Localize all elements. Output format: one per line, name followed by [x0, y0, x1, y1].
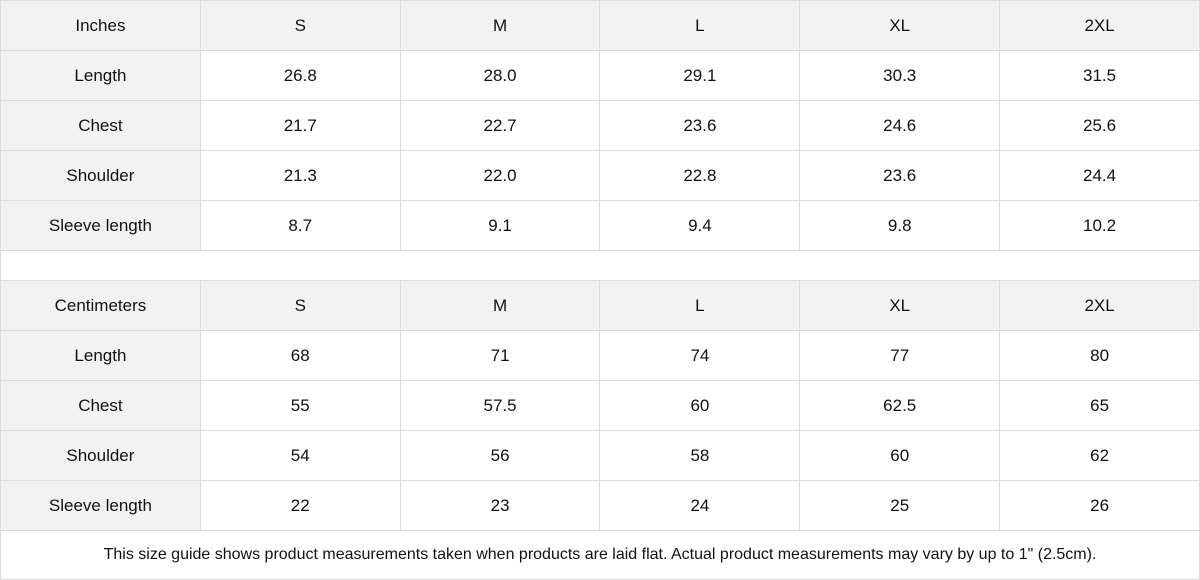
table-row: Shoulder 54 56 58 60 62 — [0, 430, 1200, 481]
measurement-value: 22.0 — [399, 150, 601, 201]
measurement-value: 10.2 — [999, 200, 1200, 251]
measurement-label: Shoulder — [0, 430, 201, 481]
measurement-label: Shoulder — [0, 150, 201, 201]
measurement-value: 71 — [399, 330, 601, 381]
table-row: Chest 55 57.5 60 62.5 65 — [0, 380, 1200, 431]
measurement-value: 23.6 — [799, 150, 1001, 201]
size-header: XL — [799, 280, 1001, 331]
measurement-value: 58 — [599, 430, 801, 481]
table-row: Length 26.8 28.0 29.1 30.3 31.5 — [0, 50, 1200, 101]
measurement-value: 77 — [799, 330, 1001, 381]
measurement-value: 21.7 — [199, 100, 401, 151]
measurement-value: 60 — [799, 430, 1001, 481]
table-row: Sleeve length 8.7 9.1 9.4 9.8 10.2 — [0, 200, 1200, 251]
measurement-value: 60 — [599, 380, 801, 431]
measurement-value: 9.8 — [799, 200, 1001, 251]
unit-label: Centimeters — [0, 280, 201, 331]
measurement-label: Sleeve length — [0, 480, 201, 531]
measurement-label: Chest — [0, 380, 201, 431]
size-header: S — [199, 0, 401, 51]
measurement-value: 56 — [399, 430, 601, 481]
measurement-value: 68 — [199, 330, 401, 381]
measurement-value: 22.7 — [399, 100, 601, 151]
measurement-value: 62 — [999, 430, 1200, 481]
measurement-value: 25 — [799, 480, 1001, 531]
size-header: L — [599, 0, 801, 51]
measurement-value: 22 — [199, 480, 401, 531]
measurement-value: 24 — [599, 480, 801, 531]
measurement-value: 23 — [399, 480, 601, 531]
measurement-label: Length — [0, 50, 201, 101]
measurement-value: 25.6 — [999, 100, 1200, 151]
measurement-value: 54 — [199, 430, 401, 481]
spacer-cell — [0, 250, 1200, 281]
measurement-value: 24.4 — [999, 150, 1200, 201]
size-header: 2XL — [999, 280, 1200, 331]
measurement-value: 26 — [999, 480, 1200, 531]
unit-label: Inches — [0, 0, 201, 51]
size-header: 2XL — [999, 0, 1200, 51]
size-header: XL — [799, 0, 1001, 51]
size-header: M — [399, 280, 601, 331]
measurement-value: 9.4 — [599, 200, 801, 251]
measurement-value: 22.8 — [599, 150, 801, 201]
measurement-value: 26.8 — [199, 50, 401, 101]
measurement-value: 62.5 — [799, 380, 1001, 431]
section-spacer — [0, 250, 1200, 281]
measurement-value: 29.1 — [599, 50, 801, 101]
size-header: M — [399, 0, 601, 51]
table-row: Shoulder 21.3 22.0 22.8 23.6 24.4 — [0, 150, 1200, 201]
measurement-value: 8.7 — [199, 200, 401, 251]
measurement-value: 57.5 — [399, 380, 601, 431]
table-row: Chest 21.7 22.7 23.6 24.6 25.6 — [0, 100, 1200, 151]
measurement-value: 9.1 — [399, 200, 601, 251]
measurement-value: 80 — [999, 330, 1200, 381]
measurement-value: 28.0 — [399, 50, 601, 101]
size-header: S — [199, 280, 401, 331]
inches-header-row: Inches S M L XL 2XL — [0, 0, 1200, 51]
measurement-value: 65 — [999, 380, 1200, 431]
footnote: This size guide shows product measuremen… — [0, 530, 1200, 580]
measurement-value: 31.5 — [999, 50, 1200, 101]
measurement-value: 30.3 — [799, 50, 1001, 101]
table-row: Length 68 71 74 77 80 — [0, 330, 1200, 381]
footnote-row: This size guide shows product measuremen… — [0, 530, 1200, 580]
centimeters-header-row: Centimeters S M L XL 2XL — [0, 280, 1200, 331]
size-header: L — [599, 280, 801, 331]
measurement-value: 55 — [199, 380, 401, 431]
measurement-label: Sleeve length — [0, 200, 201, 251]
measurement-value: 24.6 — [799, 100, 1001, 151]
measurement-value: 74 — [599, 330, 801, 381]
measurement-value: 23.6 — [599, 100, 801, 151]
measurement-label: Length — [0, 330, 201, 381]
measurement-value: 21.3 — [199, 150, 401, 201]
measurement-label: Chest — [0, 100, 201, 151]
table-row: Sleeve length 22 23 24 25 26 — [0, 480, 1200, 531]
